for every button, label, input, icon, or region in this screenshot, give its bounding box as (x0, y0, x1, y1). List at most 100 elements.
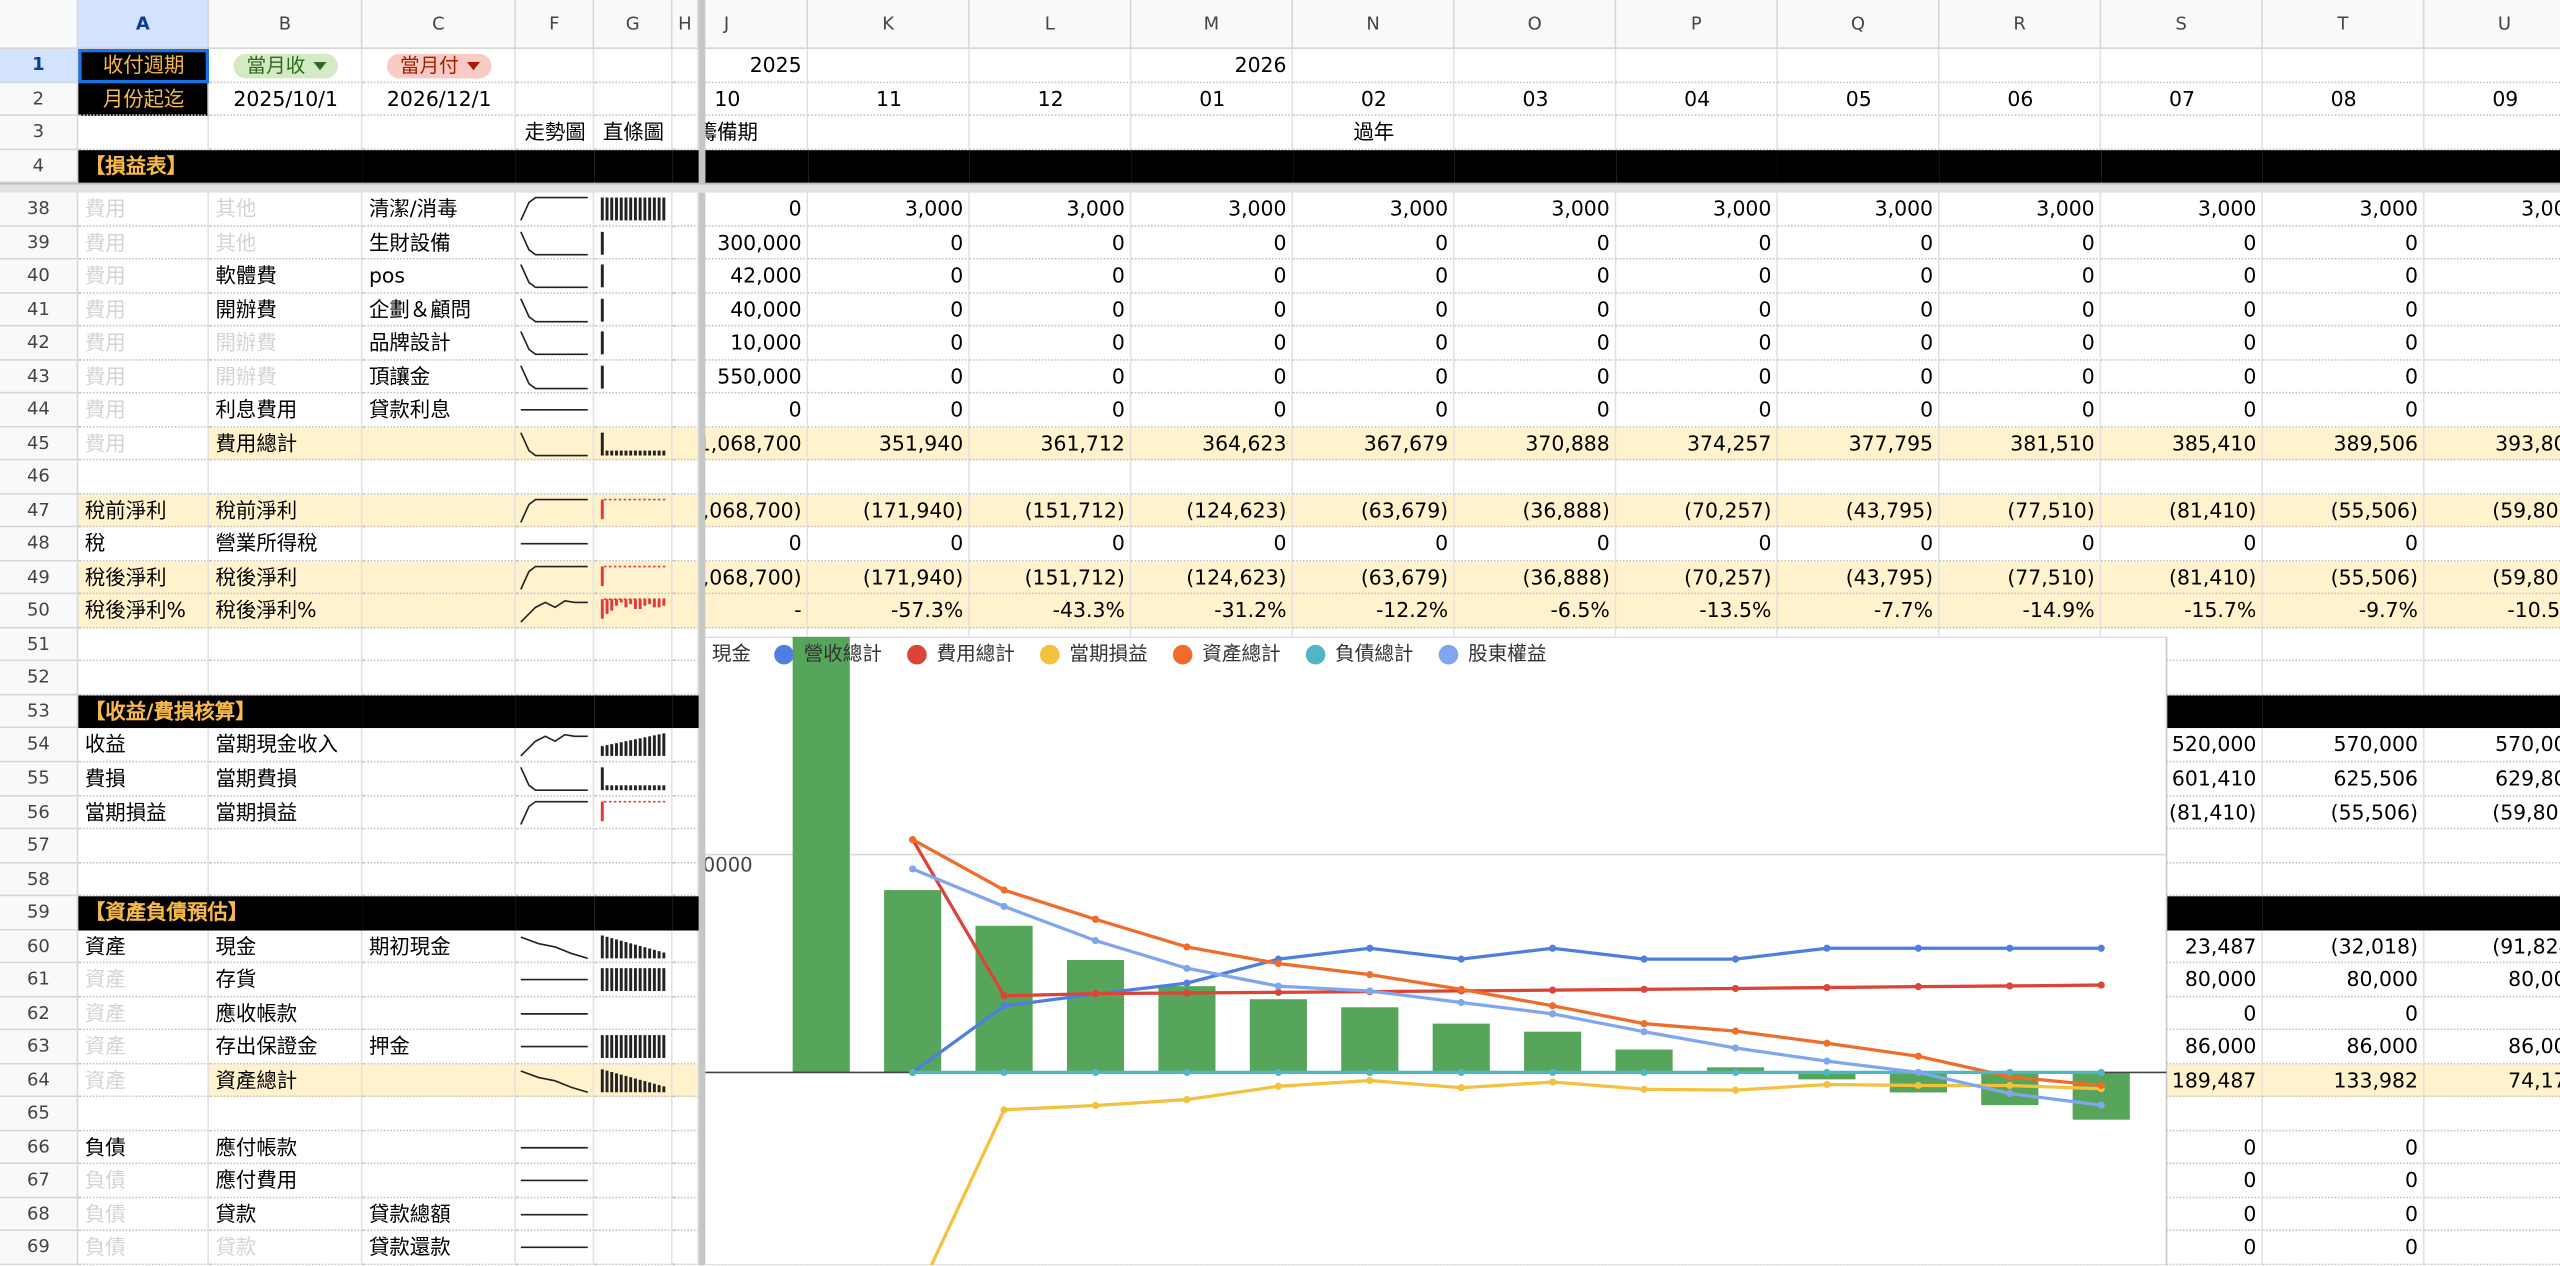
cell[interactable] (1454, 561, 1617, 595)
cell-text[interactable]: 當期損益 (215, 799, 298, 824)
cell[interactable] (208, 963, 363, 998)
cell-text[interactable]: 0 (950, 397, 964, 422)
cell[interactable] (515, 829, 595, 863)
cell[interactable] (808, 115, 970, 150)
cell[interactable] (2101, 115, 2263, 150)
cell-text[interactable]: 3,000 (2036, 195, 2095, 221)
cell-text[interactable]: 稅前淨利 (84, 497, 167, 523)
cell-text[interactable]: 0 (1435, 397, 1449, 422)
cell-text[interactable]: 3,000 (2359, 195, 2418, 221)
cell[interactable] (1454, 393, 1617, 428)
cell[interactable] (1131, 293, 1294, 327)
cell-text[interactable]: 0 (2404, 329, 2418, 355)
cell-text[interactable]: (91,824) (2492, 933, 2560, 958)
cell-text[interactable]: 0 (2424, 327, 2560, 360)
cell[interactable] (2424, 1164, 2560, 1199)
cell-text[interactable]: 企劃＆顧問 (368, 296, 472, 321)
cell-text[interactable]: 負債 (84, 1167, 126, 1193)
cell[interactable] (2424, 115, 2560, 150)
cell[interactable] (1293, 460, 1455, 495)
cell[interactable] (2424, 460, 2560, 495)
row-header[interactable]: 3 (0, 115, 79, 150)
cell[interactable] (808, 494, 970, 528)
cell-text[interactable]: 費用 (84, 195, 126, 221)
cell-text[interactable]: 0 (1596, 363, 1610, 388)
cell[interactable] (1777, 259, 1940, 294)
cell[interactable] (1616, 561, 1778, 595)
cell[interactable] (969, 149, 1132, 183)
cell[interactable] (1293, 192, 1455, 227)
cell[interactable] (2101, 460, 2263, 495)
cell[interactable] (208, 460, 363, 495)
cell[interactable] (2262, 997, 2425, 1031)
cell-text[interactable]: 601,410 (2171, 765, 2257, 791)
row-header[interactable]: 42 (0, 326, 79, 361)
cell[interactable] (208, 863, 363, 897)
cell[interactable] (1777, 48, 1940, 83)
cell-text[interactable]: 0 (1273, 262, 1287, 288)
cell-text[interactable]: 費損 (84, 765, 126, 791)
row-header[interactable]: 39 (0, 226, 79, 260)
cell[interactable] (362, 1198, 516, 1232)
row-header[interactable]: 58 (0, 863, 79, 897)
cell[interactable] (362, 1231, 516, 1266)
cell-text[interactable]: -57.3% (891, 598, 964, 623)
cell-text[interactable]: 09 (2492, 85, 2519, 111)
cell[interactable] (362, 360, 516, 394)
cell[interactable] (594, 115, 673, 150)
cell[interactable] (1293, 48, 1455, 83)
cell[interactable] (2262, 561, 2425, 595)
cell[interactable] (1454, 82, 1617, 116)
cell[interactable] (362, 829, 516, 863)
cell-text[interactable]: 10,000 (730, 329, 802, 355)
cell[interactable] (515, 115, 595, 150)
cell-text[interactable]: 133,982 (2333, 1067, 2418, 1092)
cell[interactable] (2262, 728, 2425, 763)
cell[interactable] (969, 192, 1132, 227)
cell-text[interactable]: 【收益/費損核算】 (84, 698, 256, 724)
row-header[interactable]: 48 (0, 527, 79, 562)
cell[interactable] (1131, 115, 1294, 150)
cell[interactable] (594, 1131, 673, 1165)
cell[interactable] (594, 1164, 673, 1199)
cell[interactable] (208, 1198, 363, 1232)
cell[interactable] (1616, 293, 1778, 327)
cell-text[interactable]: 費用 (84, 329, 126, 355)
cell[interactable] (2262, 1064, 2425, 1098)
cell[interactable] (1454, 149, 1617, 183)
cell-text[interactable]: 80,000 (2184, 966, 2257, 992)
cell[interactable] (78, 1231, 209, 1266)
cell[interactable] (2101, 527, 2263, 562)
cell-text[interactable]: -43.3% (1052, 598, 1125, 623)
column-header[interactable]: T (2262, 0, 2425, 49)
cell[interactable] (2262, 930, 2425, 964)
cell[interactable] (208, 728, 363, 763)
row-header[interactable]: 60 (0, 930, 79, 964)
cell-text[interactable]: 費用 (84, 262, 126, 288)
cell-text[interactable]: 稅後淨利 (215, 564, 298, 590)
cell-text[interactable]: 0 (1111, 296, 1125, 321)
column-header[interactable]: L (969, 0, 1132, 49)
cell[interactable] (2424, 527, 2560, 562)
cell[interactable] (2424, 293, 2560, 327)
cell[interactable] (672, 460, 699, 495)
cell[interactable] (969, 115, 1132, 150)
cell[interactable] (515, 628, 595, 662)
cell-text[interactable]: 08 (2330, 85, 2357, 111)
cell-text[interactable]: 0 (1111, 397, 1125, 422)
cell[interactable] (1454, 326, 1617, 361)
cell-text[interactable]: (36,888) (1522, 497, 1610, 523)
dropdown-chip[interactable]: 當月付 (386, 53, 492, 79)
cell[interactable] (2424, 149, 2560, 183)
cell-text[interactable]: (81,410) (2168, 799, 2257, 824)
cell[interactable] (362, 1064, 516, 1098)
cell-text[interactable]: 189,487 (2171, 1067, 2257, 1092)
cell[interactable] (1939, 427, 2102, 461)
cell-text[interactable]: 0 (2424, 260, 2560, 293)
cell[interactable] (1454, 527, 1617, 562)
cell[interactable] (1939, 226, 2102, 260)
cell[interactable] (362, 1097, 516, 1132)
cell-text[interactable]: 3,000 (1389, 195, 1449, 221)
cell-text[interactable]: 0 (1596, 229, 1610, 254)
cell[interactable] (1777, 226, 1940, 260)
